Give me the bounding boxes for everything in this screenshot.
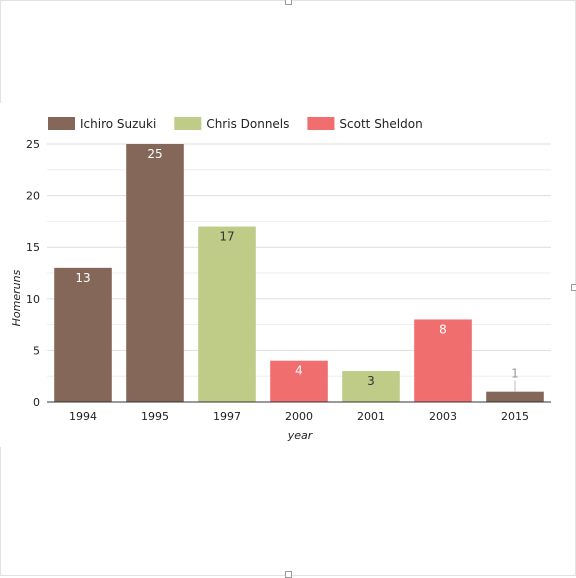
data-label: 25 — [147, 147, 162, 161]
resize-handle-top[interactable] — [285, 0, 292, 5]
bar[interactable] — [198, 226, 256, 402]
resize-handle-right[interactable] — [571, 284, 576, 291]
y-tick-label: 20 — [26, 190, 40, 203]
resize-handle-bottom[interactable] — [285, 571, 292, 578]
x-tick-label: 1997 — [213, 410, 241, 423]
bar[interactable] — [486, 391, 544, 402]
y-axis-label: Homeruns — [10, 269, 23, 326]
legend-label[interactable]: Chris Donnels — [206, 117, 289, 131]
legend-swatch[interactable] — [48, 117, 75, 130]
y-tick-label: 15 — [26, 241, 40, 254]
bars: 13 25 17 4 3 8 1 — [54, 144, 544, 402]
data-label: 3 — [367, 374, 375, 388]
y-tick-label: 25 — [26, 138, 40, 151]
bar[interactable] — [342, 371, 400, 402]
x-tick-labels: 1994 1995 1997 2000 2001 2003 2015 — [69, 410, 529, 423]
legend-label[interactable]: Scott Sheldon — [339, 117, 422, 131]
x-axis-label: year — [287, 429, 314, 442]
y-tick-labels: 0 5 10 15 20 25 — [26, 138, 40, 409]
legend-label[interactable]: Ichiro Suzuki — [80, 117, 156, 131]
x-tick-label: 1995 — [141, 410, 169, 423]
y-tick-label: 10 — [26, 293, 40, 306]
data-label: 1 — [511, 367, 519, 381]
data-label: 17 — [219, 230, 234, 244]
y-tick-label: 0 — [33, 396, 40, 409]
data-label: 13 — [75, 271, 90, 285]
data-label: 8 — [439, 322, 447, 336]
legend-swatch[interactable] — [174, 117, 202, 130]
bar[interactable] — [270, 360, 328, 402]
bar[interactable] — [414, 319, 472, 402]
data-label: 4 — [295, 364, 303, 378]
legend: Ichiro Suzuki Chris Donnels Scott Sheldon — [48, 117, 423, 131]
grid-lines — [47, 143, 551, 377]
legend-swatch[interactable] — [307, 117, 335, 130]
x-tick-label: 2001 — [357, 410, 385, 423]
chart-card: 0 5 10 15 20 25 13 25 17 4 3 8 1 1994 1995 1997 2000 20… — [0, 103, 556, 447]
x-tick-label: 2000 — [285, 410, 313, 423]
x-tick-label: 1994 — [69, 410, 97, 423]
x-tick-label: 2015 — [501, 410, 529, 423]
bar[interactable] — [126, 144, 184, 402]
y-tick-label: 5 — [33, 344, 40, 357]
x-tick-label: 2003 — [429, 410, 457, 423]
bar-chart: 0 5 10 15 20 25 13 25 17 4 3 8 1 1994 1995 1997 2000 20… — [10, 117, 551, 442]
bar[interactable] — [54, 267, 112, 402]
